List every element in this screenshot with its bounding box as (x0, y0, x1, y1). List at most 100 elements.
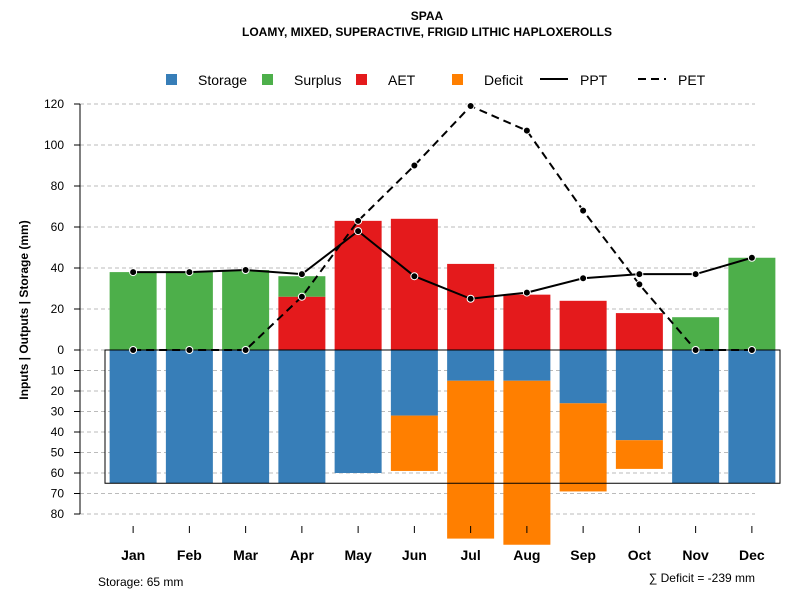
series-lines (129, 102, 756, 354)
pet-point (691, 346, 700, 354)
bars (109, 218, 776, 545)
aet-legend-swatch (356, 74, 367, 85)
deficit-bar (615, 440, 663, 469)
storage-bar (334, 350, 382, 473)
ppt-point (410, 272, 419, 281)
storage-bar (278, 350, 326, 484)
pet-point (241, 346, 250, 354)
x-axis: Jan Feb Mar Apr May Jun Jul Aug Sep Oct Nov Dec (121, 526, 765, 563)
y-tick-label: 80 (51, 179, 65, 193)
pet-point (354, 216, 363, 225)
y-tick-label: 60 (51, 466, 65, 480)
x-tick-label: Oct (628, 547, 652, 563)
pet-point (635, 280, 644, 289)
storage-bar (503, 350, 551, 381)
deficit-legend-label: Deficit (484, 72, 523, 88)
ppt-point (466, 294, 475, 303)
surplus-bar (165, 272, 213, 350)
surplus-bar (672, 317, 720, 350)
ppt-point (522, 288, 531, 297)
deficit-note: ∑ Deficit = -239 mm (649, 571, 755, 585)
y-tick-label: 40 (51, 425, 65, 439)
ppt-point (635, 270, 644, 279)
ppt-point (241, 266, 250, 275)
ppt-point (297, 270, 306, 279)
ppt-point (691, 270, 700, 279)
pet-point (129, 346, 138, 354)
x-tick-label: Jun (402, 547, 427, 563)
y-tick-label: 0 (57, 343, 64, 357)
storage-legend-label: Storage (198, 72, 247, 88)
x-tick-label: Jul (461, 547, 481, 563)
y-tick-label: 80 (51, 507, 65, 521)
ppt-point (354, 227, 363, 236)
y-tick-label: 10 (51, 364, 65, 378)
storage-bar (615, 350, 663, 441)
ppt-line (133, 229, 753, 300)
aet-bar (390, 218, 438, 350)
y-tick-label: 30 (51, 405, 65, 419)
aet-bar (278, 296, 326, 350)
pet-point (297, 292, 306, 301)
x-tick-label: Aug (513, 547, 540, 563)
deficit-legend-swatch (452, 74, 463, 85)
x-tick-label: Apr (290, 547, 315, 563)
storage-bar (447, 350, 495, 381)
y-tick-label: 60 (51, 220, 65, 234)
storage-note: Storage: 65 mm (98, 575, 183, 589)
aet-bar (334, 220, 382, 350)
x-tick-label: Dec (739, 547, 765, 563)
y-tick-label: 100 (44, 138, 64, 152)
deficit-bar (559, 403, 607, 492)
y-tick-label: 120 (44, 97, 64, 111)
y-axis: 0 20 40 60 80 100 120 10 20 30 40 50 60 70 80 (44, 97, 81, 521)
aet-legend-label: AET (388, 72, 416, 88)
deficit-bar (390, 415, 438, 471)
storage-bar (559, 350, 607, 404)
surplus-legend-swatch (262, 74, 273, 85)
storage-bar (390, 350, 438, 416)
pet-legend-label: PET (678, 72, 706, 88)
chart-subtitle: LOAMY, MIXED, SUPERACTIVE, FRIGID LITHIC… (242, 25, 612, 39)
aet-bar (503, 294, 551, 350)
surplus-bar (109, 272, 157, 350)
surplus-bar (728, 257, 776, 350)
pet-point (410, 161, 419, 170)
pet-point (579, 206, 588, 215)
x-tick-label: Sep (570, 547, 596, 563)
pet-line (133, 104, 752, 351)
x-tick-label: Feb (177, 547, 202, 563)
storage-bar (165, 350, 213, 484)
y-tick-label: 20 (51, 302, 65, 316)
x-tick-label: Jan (121, 547, 145, 563)
deficit-bar (503, 380, 551, 545)
ppt-legend-label: PPT (580, 72, 608, 88)
ppt-point (129, 268, 138, 277)
surplus-bar (222, 270, 270, 350)
y-tick-label: 20 (51, 384, 65, 398)
x-tick-label: Mar (233, 547, 258, 563)
storage-legend-swatch (166, 74, 177, 85)
legend: Storage Surplus AET Deficit PPT PET (166, 72, 706, 88)
x-tick-label: May (345, 547, 372, 563)
ppt-point (747, 253, 756, 262)
storage-bar (109, 350, 157, 484)
pet-point (185, 346, 194, 354)
pet-point (466, 102, 475, 111)
x-tick-label: Nov (682, 547, 709, 563)
storage-bar (222, 350, 270, 484)
deficit-bar (447, 380, 495, 539)
aet-bar (615, 313, 663, 350)
pet-point (522, 126, 531, 135)
ppt-point (579, 274, 588, 283)
storage-bar (672, 350, 720, 484)
storage-bar (728, 350, 776, 484)
aet-bar (559, 300, 607, 350)
surplus-legend-label: Surplus (294, 72, 341, 88)
y-tick-label: 40 (51, 261, 65, 275)
ppt-point (185, 268, 194, 277)
aet-bar (447, 263, 495, 350)
y-tick-label: 70 (51, 487, 65, 501)
pet-point (747, 346, 756, 354)
